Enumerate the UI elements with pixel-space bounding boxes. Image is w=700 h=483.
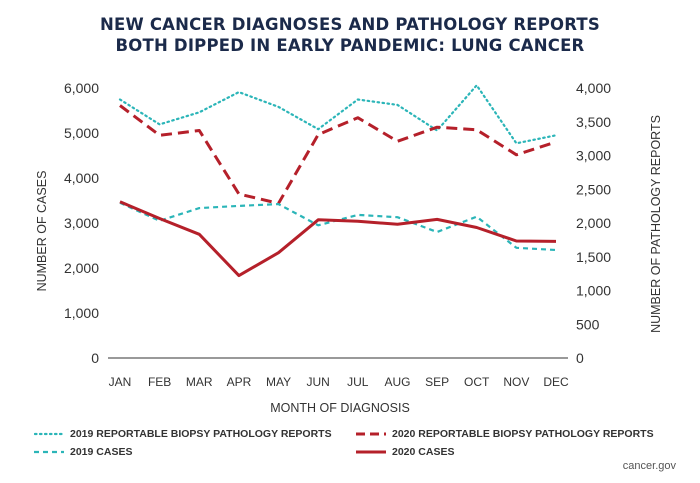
x-axis-label: MONTH OF DIAGNOSIS [270, 401, 410, 415]
x-tick-label: SEP [425, 375, 449, 389]
x-axis: JAN FEB MAR APR MAY JUN JUL AUG SEP OCT NOV DEC [109, 375, 569, 389]
y-tick-label-left: 3,000 [64, 215, 99, 231]
series-line-4 [119, 200, 557, 278]
chart-title-line-1: NEW CANCER DIAGNOSES AND PATHOLOGY REPOR… [100, 15, 600, 34]
source-credit: cancer.gov [622, 460, 676, 472]
right-y-axis: 0 500 1,000 1,500 2,000 2,500 3,000 3,500 4,000 [576, 80, 611, 366]
series-lines [118, 84, 558, 278]
x-tick-label: JUL [347, 375, 369, 389]
y-tick-label-right: 1,000 [576, 283, 611, 299]
y-tick-label-right: 0 [576, 350, 584, 366]
chart-title-line-2: BOTH DIPPED IN EARLY PANDEMIC: LUNG CANC… [115, 36, 585, 55]
x-tick-label: JUN [307, 375, 330, 389]
series-line-2 [119, 104, 557, 205]
left-y-axis: 0 1,000 2,000 3,000 4,000 5,000 6,000 [64, 80, 99, 366]
y-tick-label-left: 4,000 [64, 170, 99, 186]
right-y-axis-label: NUMBER OF PATHOLOGY REPORTS [649, 115, 663, 333]
left-y-axis-label: NUMBER OF CASES [35, 171, 49, 292]
y-tick-label-right: 1,500 [576, 249, 611, 265]
y-tick-label-left: 6,000 [64, 80, 99, 96]
y-tick-label-right: 3,500 [576, 114, 611, 130]
x-tick-label: FEB [148, 375, 171, 389]
x-tick-label: JAN [109, 375, 132, 389]
x-tick-label: MAY [266, 375, 291, 389]
y-tick-label-right: 2,000 [576, 215, 611, 231]
y-tick-label-right: 4,000 [576, 80, 611, 96]
chart-title: NEW CANCER DIAGNOSES AND PATHOLOGY REPOR… [0, 14, 700, 56]
x-tick-label: AUG [384, 375, 410, 389]
y-tick-label-right: 500 [576, 316, 600, 332]
y-tick-label-right: 2,500 [576, 181, 611, 197]
y-tick-label-right: 3,000 [576, 148, 611, 164]
x-tick-label: NOV [503, 375, 529, 389]
y-tick-label-left: 5,000 [64, 125, 99, 141]
series-line-1 [118, 84, 558, 145]
x-tick-label: APR [227, 375, 252, 389]
x-tick-label: OCT [464, 375, 490, 389]
y-tick-label-left: 0 [91, 350, 99, 366]
y-tick-label-left: 1,000 [64, 305, 99, 321]
x-tick-label: MAR [186, 375, 213, 389]
x-tick-label: DEC [543, 375, 569, 389]
series-line-3 [119, 201, 557, 252]
y-tick-label-left: 2,000 [64, 260, 99, 276]
